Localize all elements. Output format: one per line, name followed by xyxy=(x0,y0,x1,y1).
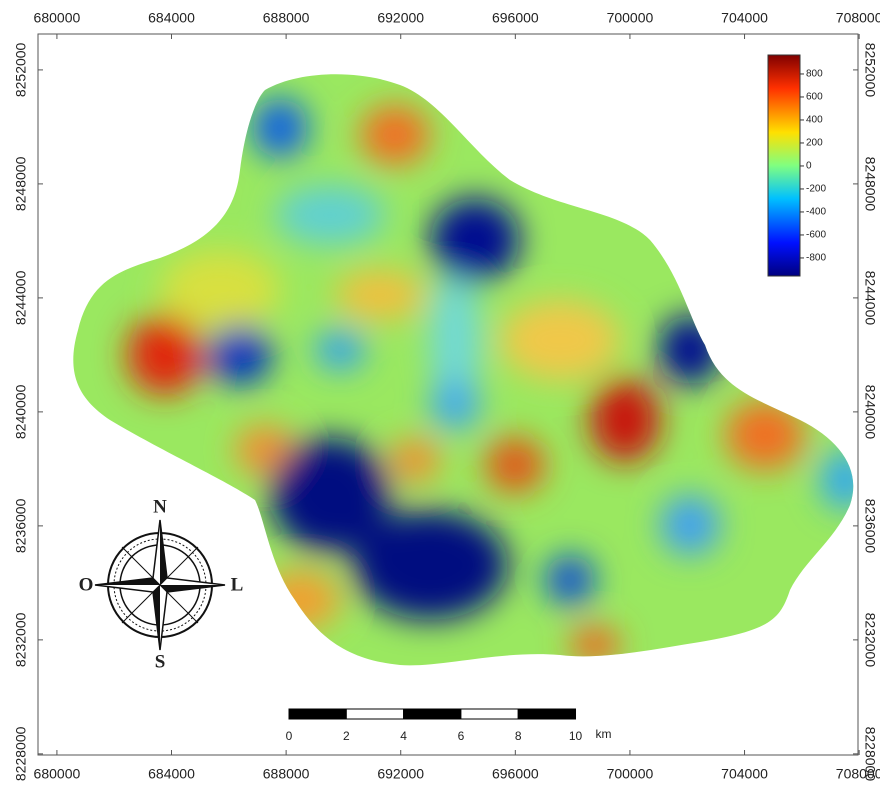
y-tick-label: 8244000 xyxy=(13,270,29,325)
colorbar-tick-label: -800 xyxy=(806,253,826,264)
x-tick-label: 696000 xyxy=(492,766,539,782)
y-tick-label: 8236000 xyxy=(862,499,878,554)
y-tick-label: 8240000 xyxy=(13,384,29,439)
scale-bar-label: 10 xyxy=(569,729,583,743)
scale-bar-unit: km xyxy=(596,727,612,741)
x-tick-label: 688000 xyxy=(263,10,310,26)
colorbar-tick-label: 400 xyxy=(806,115,823,126)
scale-bar-label: 0 xyxy=(286,729,293,743)
x-tick-label: 704000 xyxy=(721,766,768,782)
y-tick-label: 8244000 xyxy=(862,271,878,326)
scale-bar-segment xyxy=(518,709,575,719)
y-tick-label: 8232000 xyxy=(862,613,878,668)
x-tick-label: 700000 xyxy=(607,766,654,782)
x-tick-label: 704000 xyxy=(721,10,768,26)
colorbar-tick-label: 600 xyxy=(806,92,823,103)
scale-bar-segment xyxy=(289,709,346,719)
colorbar-tick-label: -400 xyxy=(806,207,826,218)
scale-bar-label: 6 xyxy=(458,729,465,743)
scale-bar-segment xyxy=(346,709,403,719)
y-tick-label: 8240000 xyxy=(862,385,878,440)
colorbar-tick-label: 0 xyxy=(806,161,812,172)
scale-bar-segment xyxy=(404,709,461,719)
y-tick-label: 8228000 xyxy=(13,726,29,781)
x-tick-label: 680000 xyxy=(34,766,81,782)
compass-west: O xyxy=(79,574,94,595)
colorbar-tick-label: 800 xyxy=(806,69,823,80)
map-figure: N S O L 68000068000068400068400068800068… xyxy=(0,0,880,789)
colorbar-tick-label: -200 xyxy=(806,184,826,195)
scale-bar-label: 8 xyxy=(515,729,522,743)
compass-north: N xyxy=(153,496,167,517)
x-tick-label: 680000 xyxy=(34,10,81,26)
compass-south: S xyxy=(155,651,166,672)
y-tick-label: 8248000 xyxy=(13,156,29,211)
scale-bar-label: 4 xyxy=(400,729,407,743)
compass-east: L xyxy=(231,574,244,595)
y-tick-label: 8252000 xyxy=(13,42,29,97)
scale-bar-label: 2 xyxy=(343,729,350,743)
y-tick-label: 8232000 xyxy=(13,612,29,667)
x-tick-label: 684000 xyxy=(148,766,195,782)
y-tick-label: 8248000 xyxy=(862,157,878,212)
scale-bar-segment xyxy=(461,709,518,719)
x-tick-label: 692000 xyxy=(377,766,424,782)
x-tick-label: 692000 xyxy=(377,10,424,26)
y-tick-label: 8228000 xyxy=(862,727,878,782)
x-tick-label: 688000 xyxy=(263,766,310,782)
colorbar-tick-label: -600 xyxy=(806,230,826,241)
colorbar xyxy=(768,55,800,276)
y-tick-label: 8236000 xyxy=(13,498,29,553)
x-tick-label: 708000 xyxy=(836,10,880,26)
y-tick-label: 8252000 xyxy=(862,43,878,98)
colorbar-tick-label: 200 xyxy=(806,138,823,149)
x-tick-label: 700000 xyxy=(607,10,654,26)
x-tick-label: 696000 xyxy=(492,10,539,26)
x-tick-label: 684000 xyxy=(148,10,195,26)
